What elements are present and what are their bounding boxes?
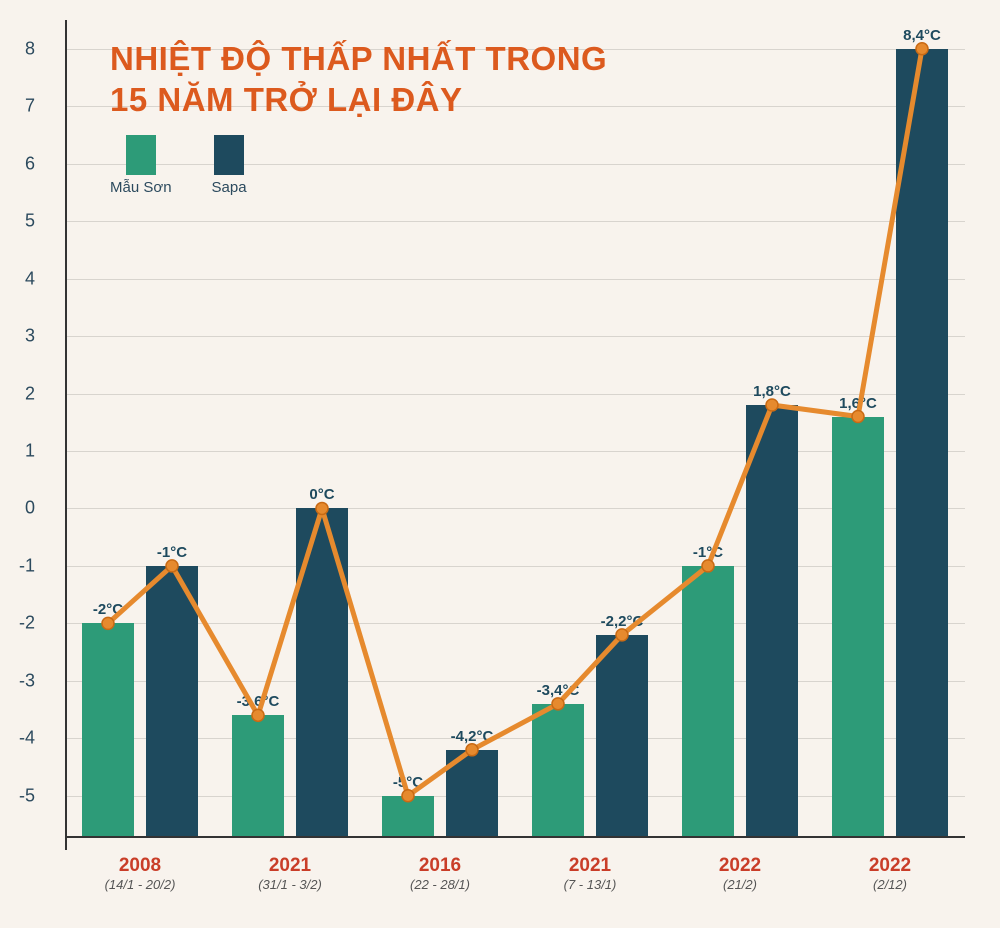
x-category-label: 2022(2/12) bbox=[869, 855, 911, 892]
line-marker bbox=[702, 560, 714, 572]
y-axis: -5 -4 -3 -2 -1 0 1 2 3 4 5 6 7 8 bbox=[0, 0, 65, 836]
x-year: 2022 bbox=[869, 855, 911, 877]
y-tick-label: 8 bbox=[25, 38, 35, 59]
line-marker bbox=[766, 399, 778, 411]
x-sub: (2/12) bbox=[869, 877, 911, 892]
legend-label-sapa: Sapa bbox=[212, 179, 247, 196]
x-category-label: 2021(31/1 - 3/2) bbox=[258, 855, 322, 892]
x-year: 2008 bbox=[105, 855, 176, 877]
legend-label-mauson: Mẫu Sơn bbox=[110, 179, 172, 196]
x-sub: (14/1 - 20/2) bbox=[105, 877, 176, 892]
legend-swatch-mauson bbox=[126, 135, 156, 175]
x-axis-line bbox=[65, 836, 965, 838]
title-line-2: 15 NĂM TRỞ LẠI ĐÂY bbox=[110, 79, 607, 120]
legend-item-sapa: Sapa bbox=[212, 135, 247, 196]
line-marker bbox=[166, 560, 178, 572]
line-marker bbox=[252, 709, 264, 721]
x-year: 2021 bbox=[564, 855, 617, 877]
line-marker bbox=[616, 629, 628, 641]
line-marker bbox=[552, 698, 564, 710]
y-tick-label: 6 bbox=[25, 153, 35, 174]
y-tick-label: 0 bbox=[25, 498, 35, 519]
y-tick-label: -3 bbox=[19, 670, 35, 691]
x-category-label: 2008(14/1 - 20/2) bbox=[105, 855, 176, 892]
y-tick-label: 5 bbox=[25, 211, 35, 232]
x-sub: (7 - 13/1) bbox=[564, 877, 617, 892]
y-tick-label: 1 bbox=[25, 440, 35, 461]
line-marker bbox=[316, 502, 328, 514]
x-sub: (22 - 28/1) bbox=[410, 877, 470, 892]
x-category-label: 2022(21/2) bbox=[719, 855, 761, 892]
y-tick-label: -1 bbox=[19, 555, 35, 576]
x-year: 2016 bbox=[410, 855, 470, 877]
legend: Mẫu Sơn Sapa bbox=[110, 135, 247, 196]
y-tick-label: -4 bbox=[19, 728, 35, 749]
x-category-label: 2016(22 - 28/1) bbox=[410, 855, 470, 892]
y-tick-label: 7 bbox=[25, 96, 35, 117]
x-sub: (21/2) bbox=[719, 877, 761, 892]
y-tick-label: -2 bbox=[19, 613, 35, 634]
line-marker bbox=[402, 790, 414, 802]
x-category-label: 2021(7 - 13/1) bbox=[564, 855, 617, 892]
x-year: 2022 bbox=[719, 855, 761, 877]
line-marker bbox=[102, 617, 114, 629]
line-marker bbox=[852, 411, 864, 423]
y-tick-label: 4 bbox=[25, 268, 35, 289]
x-axis: 2008(14/1 - 20/2)2021(31/1 - 3/2)2016(22… bbox=[65, 855, 965, 915]
line-marker bbox=[916, 43, 928, 55]
legend-item-mauson: Mẫu Sơn bbox=[110, 135, 172, 196]
y-tick-label: 3 bbox=[25, 326, 35, 347]
line-marker bbox=[466, 744, 478, 756]
title-line-1: NHIỆT ĐỘ THẤP NHẤT TRONG bbox=[110, 38, 607, 79]
x-year: 2021 bbox=[258, 855, 322, 877]
y-tick-label: -5 bbox=[19, 785, 35, 806]
x-sub: (31/1 - 3/2) bbox=[258, 877, 322, 892]
chart-title: NHIỆT ĐỘ THẤP NHẤT TRONG 15 NĂM TRỞ LẠI … bbox=[110, 38, 607, 121]
legend-swatch-sapa bbox=[214, 135, 244, 175]
y-tick-label: 2 bbox=[25, 383, 35, 404]
